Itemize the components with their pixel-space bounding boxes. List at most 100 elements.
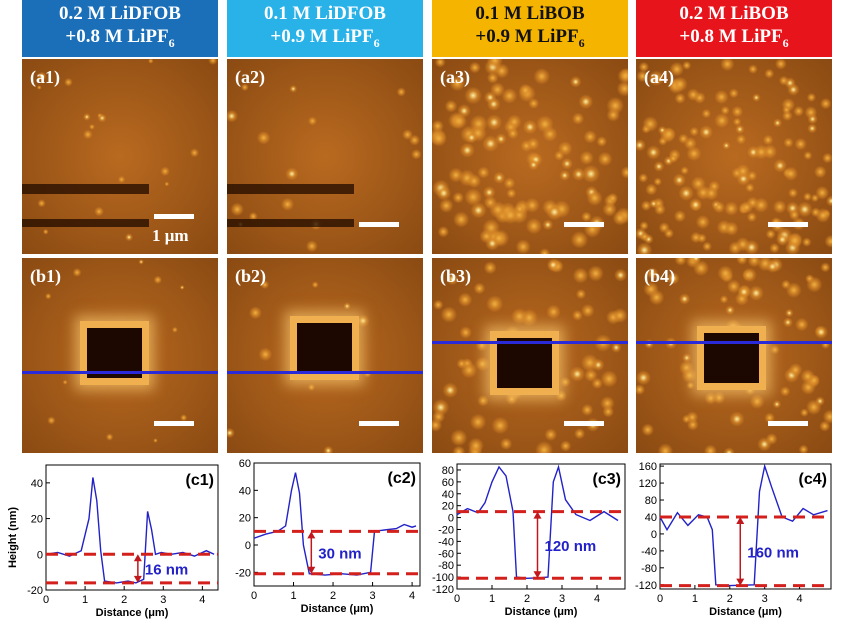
scale-bar: [564, 222, 604, 227]
profile-line: [22, 371, 218, 374]
x-tick-label: 2: [524, 593, 530, 605]
y-tick-label: 20: [442, 501, 454, 513]
y-tick-label: 40: [239, 485, 251, 497]
scratched-square: [297, 323, 352, 373]
y-tick-label: -40: [438, 536, 454, 548]
arrow-head-down: [133, 575, 142, 583]
scan-band: [22, 184, 150, 194]
panel-label: (b3): [440, 266, 471, 286]
x-tick-label: 3: [559, 593, 565, 605]
header-line2: +0.8 M LiPF6: [65, 26, 175, 50]
scale-bar: [154, 421, 194, 426]
height-difference-label: 160 nm: [747, 544, 799, 561]
x-tick-label: 0: [657, 593, 663, 605]
scale-bar: [359, 222, 399, 227]
column-header-3: 0.1 M LiBOB +0.9 M LiPF6: [432, 0, 628, 57]
scratched-square: [497, 338, 552, 388]
arrow-head-up: [307, 531, 316, 539]
x-axis-label: Distance (μm): [96, 607, 169, 619]
height-difference-label: 30 nm: [318, 546, 361, 563]
y-tick-label: 40: [31, 478, 43, 490]
chart-panel-label: (c2): [388, 470, 416, 487]
header-line1: 0.1 M LiDFOB: [264, 3, 386, 25]
arrow-head-up: [736, 516, 745, 524]
x-tick-label: 1: [692, 593, 698, 605]
x-tick-label: 3: [370, 590, 376, 602]
y-axis-label: Height (nm): [7, 507, 19, 568]
afm-scratch-image-2: (b2): [227, 258, 423, 453]
x-tick-label: 4: [199, 594, 205, 606]
y-tick-label: -100: [432, 572, 454, 584]
afm-scratch-image-3: (b3): [432, 258, 628, 453]
y-tick-label: 0: [37, 549, 43, 561]
scan-band: [22, 219, 150, 227]
x-tick-label: 3: [762, 593, 768, 605]
profile-chart-3: 0 1 2 3 4-120-100-80-60-40-20020406080Distan…: [432, 463, 626, 618]
height-difference-label: 16 nm: [145, 562, 188, 579]
afm-image-2: (a2): [227, 59, 423, 254]
x-tick-label: 0: [454, 593, 460, 605]
x-tick-label: 1: [489, 593, 495, 605]
y-tick-label: 0: [651, 529, 657, 541]
scale-bar: [154, 214, 194, 219]
y-tick-label: 160: [639, 461, 657, 473]
y-tick-label: -120: [432, 584, 454, 596]
plot-frame: [659, 463, 832, 590]
header-line1: 0.1 M LiBOB: [475, 3, 585, 25]
plot-frame: [45, 464, 219, 591]
y-tick-label: 0: [448, 513, 454, 525]
y-tick-label: -60: [438, 548, 454, 560]
x-tick-label: 2: [121, 594, 127, 606]
scale-bar: [359, 421, 399, 426]
afm-scratch-image-1: (b1): [22, 258, 218, 453]
profile-chart-4: 0 1 2 3 4 -120 -80 -40 0 40 80 120 160 Distance (μm) 1…: [635, 461, 832, 618]
header-line2: +0.9 M LiPF6: [270, 26, 380, 50]
y-tick-label: -20: [438, 524, 454, 536]
column-header-4: 0.2 M LiBOB +0.8 M LiPF6: [636, 0, 832, 57]
y-tick-label: -40: [641, 546, 657, 558]
x-axis-label: Distance (μm): [505, 606, 578, 618]
afm-image-1: (a1) 1 μm: [22, 59, 218, 254]
x-tick-label: 2: [330, 590, 336, 602]
y-tick-label: 40: [442, 489, 454, 501]
header-line1: 0.2 M LiBOB: [679, 3, 789, 25]
header-line2: +0.9 M LiPF6: [475, 26, 585, 50]
y-tick-label: 80: [645, 495, 657, 507]
x-tick-label: 2: [727, 593, 733, 605]
x-tick-label: 0: [43, 594, 49, 606]
y-tick-label: 120: [639, 478, 657, 490]
x-tick-label: 4: [797, 593, 803, 605]
x-tick-label: 1: [82, 594, 88, 606]
y-tick-label: 20: [31, 514, 43, 526]
x-tick-label: 3: [160, 594, 166, 606]
y-tick-label: -20: [235, 567, 251, 579]
y-tick-label: -120: [635, 580, 657, 592]
x-tick-label: 4: [594, 593, 600, 605]
profile-line-series: [253, 472, 417, 576]
header-line2: +0.8 M LiPF6: [679, 26, 789, 50]
scale-bar-label: 1 μm: [152, 226, 189, 245]
column-header-1: 0.2 M LiDFOB +0.8 M LiPF6: [22, 0, 218, 57]
x-axis-label: Distance (μm): [709, 606, 782, 618]
y-tick-label: 40: [645, 512, 657, 524]
scan-band: [227, 184, 355, 194]
column-header-2: 0.1 M LiDFOB +0.9 M LiPF6: [227, 0, 423, 57]
y-tick-label: 20: [239, 513, 251, 525]
profile-line-series: [456, 464, 619, 580]
panel-label: (b2): [235, 266, 266, 286]
afm-scratch-image-4: (b4): [636, 258, 832, 453]
y-tick-label: 60: [239, 459, 251, 470]
height-difference-label: 120 nm: [545, 538, 597, 555]
profile-line: [432, 341, 628, 344]
y-tick-label: 0: [245, 540, 251, 552]
arrow-head-down: [736, 578, 745, 586]
scan-band: [227, 219, 355, 227]
x-tick-label: 1: [290, 590, 296, 602]
chart-panel-label: (c1): [186, 472, 214, 489]
afm-image-3: (a3): [432, 59, 628, 254]
header-line1: 0.2 M LiDFOB: [59, 3, 181, 25]
chart-panel-label: (c3): [593, 471, 621, 488]
